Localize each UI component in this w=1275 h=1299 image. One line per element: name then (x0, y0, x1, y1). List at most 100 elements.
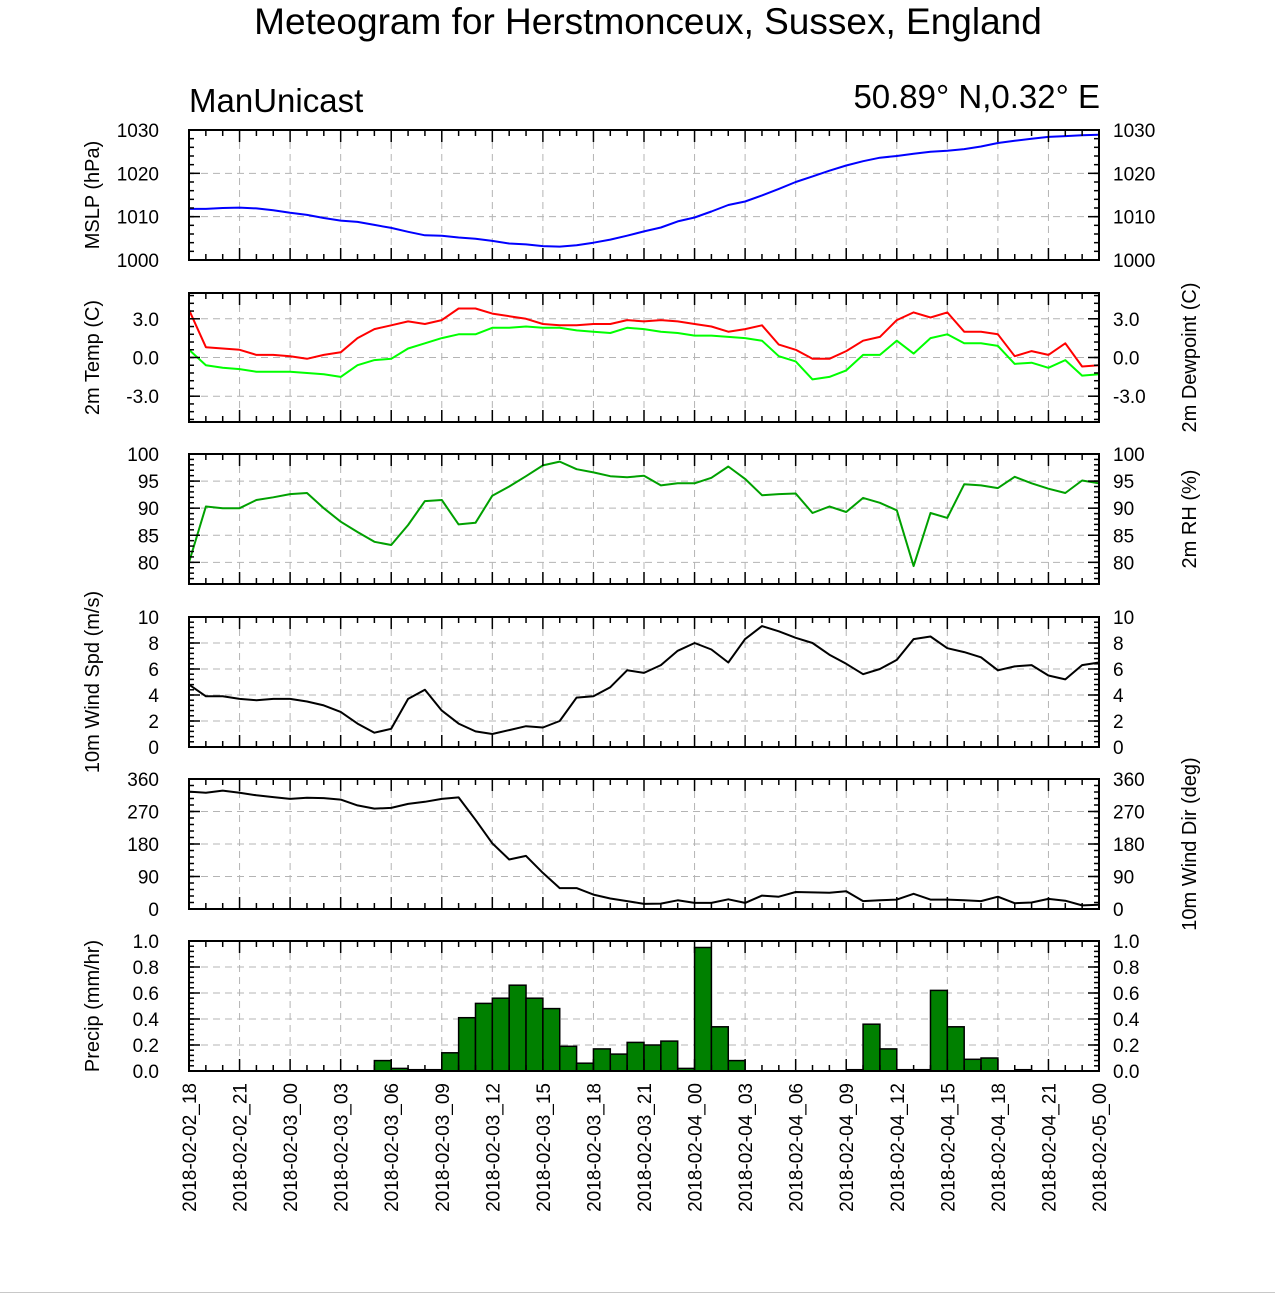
precip-bar (592, 1048, 612, 1072)
y-tick-label-right: 1020 (1113, 164, 1155, 185)
y-tick-label-left: 3.0 (133, 310, 159, 331)
precip-bar (643, 1044, 662, 1072)
location-label: 50.89° N,0.32° E (853, 78, 1100, 115)
precip-bar (609, 1053, 628, 1072)
x-tick-label: 2018-02-03_18 (584, 1083, 605, 1212)
y-tick-label-left: 6 (148, 660, 159, 681)
x-tick-label: 2018-02-03_06 (382, 1083, 403, 1212)
y-tick-label-right: 90 (1113, 868, 1134, 889)
y-tick-label-right: 1030 (1113, 121, 1155, 142)
y-tick-label-right: 0.0 (1113, 349, 1139, 370)
y-tick-label-right: 85 (1113, 526, 1134, 547)
x-tick-label: 2018-02-03_15 (534, 1083, 555, 1212)
precip-bar (946, 1026, 965, 1072)
y-tick-label-left: 0.4 (133, 1010, 160, 1031)
y-tick-label-left: 0 (148, 900, 159, 921)
model-label: ManUnicast (189, 82, 363, 119)
y-tick-label-right: 80 (1113, 553, 1134, 574)
x-tick-label: 2018-02-04_15 (938, 1083, 959, 1212)
y-tick-label-left: 90 (138, 868, 159, 889)
precip-bar (693, 946, 713, 1072)
y-tick-label-left: 2 (148, 712, 159, 733)
y-tick-label-left: 360 (127, 770, 159, 791)
y-tick-label-right: 0.2 (1113, 1036, 1139, 1057)
x-tick-label: 2018-02-03_00 (281, 1083, 302, 1212)
x-tick-label: 2018-02-02_21 (231, 1083, 252, 1212)
x-tick-label: 2018-02-03_12 (483, 1083, 504, 1212)
precip-bar (710, 1026, 730, 1072)
x-tick-label: 2018-02-04_00 (686, 1083, 707, 1212)
y-tick-label-left: 1010 (117, 208, 159, 229)
y-tick-label-left: 4 (148, 686, 159, 707)
y-tick-label-right: 270 (1113, 803, 1145, 824)
chart-title: Meteogram for Herstmonceux, Sussex, Engl… (254, 1, 1042, 42)
y-tick-label-right: 8 (1113, 634, 1124, 655)
y-tick-label-left: 0.2 (133, 1036, 159, 1057)
y-tick-label-left: 80 (138, 553, 159, 574)
wspd-series-line-0 (188, 625, 1100, 735)
y-tick-label-left: 270 (127, 803, 159, 824)
y-tick-label-right: 1.0 (1113, 932, 1139, 953)
panel-temp: -3.0 -3.0 0.0 0.0 3.0 3.0 2m Temp (C) 2m Dewpoi… (82, 282, 1201, 432)
panel-precip: 0.0 0.0 0.2 0.2 0.4 0.4 0.6 0.6 0.8 0.8 1.0 1.0 Prec… (82, 932, 1140, 1083)
panel-wspd: 0 0 2 2 4 4 6 6 8 8 10 10 10m Wind Spd (m/s) (82, 591, 1134, 773)
x-tick-label: 2018-02-04_21 (1039, 1083, 1060, 1212)
y-axis-title-left: 10m Wind Spd (m/s) (82, 591, 104, 773)
y-tick-label-left: 0.0 (133, 1062, 159, 1083)
y-tick-label-left: 90 (138, 499, 159, 520)
y-tick-label-left: 1000 (117, 251, 159, 272)
x-tick-label: 2018-02-02_18 (180, 1083, 201, 1212)
y-tick-label-left: 180 (127, 835, 159, 856)
precip-bar (879, 1048, 898, 1072)
y-axis-title-right: 2m RH (%) (1179, 470, 1201, 569)
y-tick-label-left: 0.8 (133, 958, 159, 979)
precip-bar (508, 984, 527, 1072)
y-tick-label-right: 180 (1113, 835, 1145, 856)
y-tick-label-right: 4 (1113, 686, 1124, 707)
precip-bar (457, 1016, 477, 1072)
precip-bar (525, 997, 544, 1072)
y-tick-label-right: 0.0 (1113, 1062, 1139, 1083)
x-tick-label: 2018-02-03_21 (635, 1083, 656, 1212)
y-tick-label-right: 10 (1113, 608, 1134, 629)
precip-bar (558, 1045, 578, 1072)
y-tick-label-right: 1010 (1113, 208, 1155, 229)
panel-mslp: 1000 1000 1010 1010 1020 1020 1030 1030 MSLP (hP… (82, 121, 1155, 272)
y-tick-label-right: 0.4 (1113, 1010, 1140, 1031)
time-axis-labels: 2018-02-02_18 2018-02-02_21 2018-02-03_00 2… (180, 1083, 1111, 1212)
y-tick-label-right: 0.8 (1113, 958, 1139, 979)
y-tick-label-right: 100 (1113, 445, 1145, 466)
precip-bar (542, 1007, 561, 1072)
precip-bar (373, 1059, 392, 1072)
precip-bar (575, 1062, 595, 1072)
y-axis-title-left: 2m Temp (C) (82, 300, 104, 415)
y-tick-label-left: 0 (148, 738, 159, 759)
x-tick-label: 2018-02-03_03 (332, 1083, 353, 1212)
y-tick-label-left: 0.6 (133, 984, 159, 1005)
precip-bar (660, 1040, 679, 1072)
y-tick-label-right: 360 (1113, 770, 1145, 791)
y-tick-label-right: 2 (1113, 712, 1124, 733)
x-tick-label: 2018-02-04_03 (736, 1083, 757, 1212)
precip-bar (980, 1057, 999, 1072)
precip-bar (474, 1002, 494, 1072)
precip-bar (441, 1052, 460, 1072)
y-tick-label-right: -3.0 (1113, 387, 1146, 408)
y-tick-label-left: 85 (138, 526, 159, 547)
y-tick-label-left: 1030 (117, 121, 159, 142)
x-tick-label: 2018-02-04_09 (837, 1083, 858, 1212)
y-tick-label-left: 1.0 (133, 932, 159, 953)
x-tick-label: 2018-02-04_18 (989, 1083, 1010, 1212)
y-axis-title-left: MSLP (hPa) (82, 141, 104, 250)
x-tick-label: 2018-02-04_12 (888, 1083, 909, 1212)
y-tick-label-left: 100 (127, 445, 159, 466)
y-tick-label-right: 95 (1113, 472, 1134, 493)
y-axis-title-left: Precip (mm/hr) (82, 940, 104, 1072)
y-tick-label-right: 0 (1113, 738, 1124, 759)
y-tick-label-right: 0 (1113, 900, 1124, 921)
y-tick-label-left: 8 (148, 634, 159, 655)
y-tick-label-right: 90 (1113, 499, 1134, 520)
rh-series-line-0 (188, 460, 1100, 568)
